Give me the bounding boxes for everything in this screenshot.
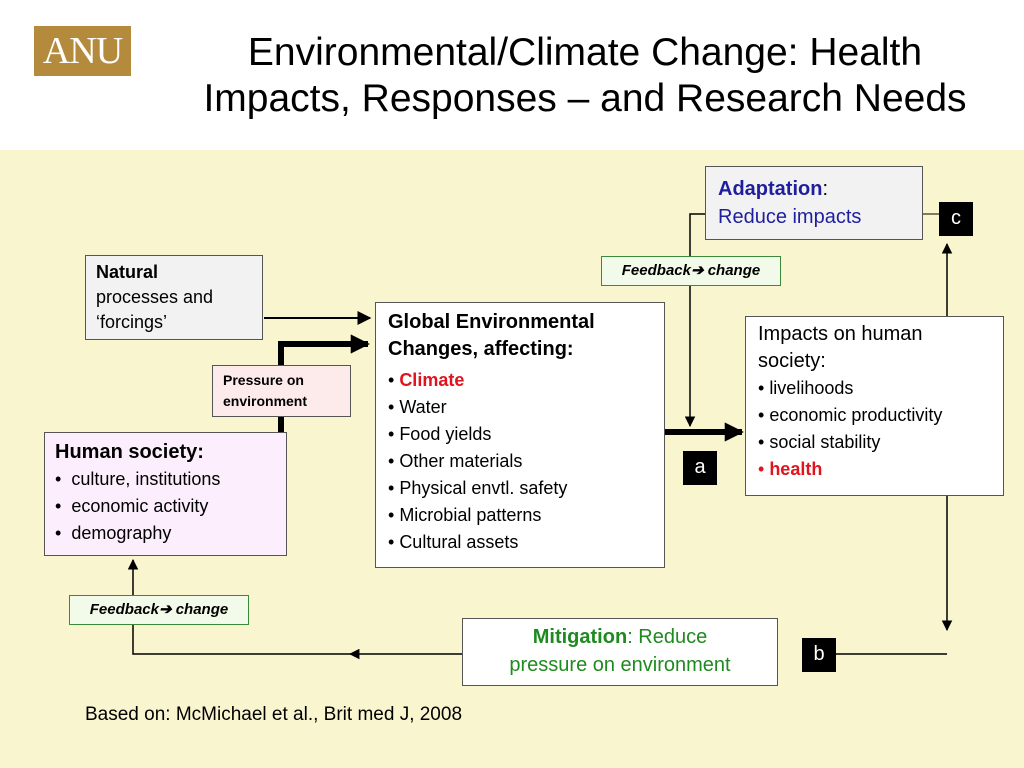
- list-item: • Climate: [388, 370, 465, 390]
- natural-processes-box: Natural processes and ‘forcings’: [85, 255, 263, 340]
- list-item: • demography: [55, 523, 172, 543]
- anu-logo: ANU: [34, 26, 131, 76]
- adaptation-line-2: Reduce impacts: [718, 206, 862, 228]
- arrow-adaptation-feedback: [684, 213, 705, 428]
- arrow-feedback-to-human: [127, 558, 352, 655]
- natural-title: Natural: [96, 262, 159, 282]
- adaptation-title: Adaptation: [718, 178, 823, 200]
- title-line-1: Environmental/Climate Change: Health: [247, 31, 923, 74]
- list-item: • economic productivity: [758, 405, 943, 425]
- impacts-title-2: society:: [758, 350, 826, 372]
- global-changes-title-1: Global Environmental: [388, 311, 595, 333]
- list-item: • Cultural assets: [388, 532, 519, 552]
- list-item: • Physical envtl. safety: [388, 478, 568, 498]
- human-society-list: • culture, institutions • economic activ…: [55, 466, 276, 547]
- tag-b: b: [802, 638, 836, 672]
- global-changes-title-2: Changes, affecting:: [388, 338, 574, 360]
- mitigation-line-1: Mitigation: Reduce: [532, 626, 708, 648]
- citation-footer: Based on: McMichael et al., Brit med J, …: [85, 704, 463, 725]
- feedback-label-bottom: Feedback➔ change: [69, 595, 249, 625]
- mitigation-title: Mitigation: [532, 626, 628, 648]
- natural-line-3: ‘forcings’: [96, 312, 168, 332]
- global-changes-list: • Climate • Water • Food yields • Other …: [388, 367, 652, 556]
- list-item: • health: [758, 459, 823, 479]
- pressure-box: Pressure on environment: [212, 365, 351, 417]
- tag-c: c: [939, 202, 973, 236]
- list-item: • Food yields: [388, 424, 492, 444]
- slide-title: Environmental/Climate Change: Health Imp…: [150, 30, 1020, 122]
- human-society-box: Human society: • culture, institutions •…: [44, 432, 287, 556]
- impacts-box: Impacts on human society: • livelihoods …: [745, 316, 1004, 496]
- adaptation-box: Adaptation: Reduce impacts: [705, 166, 923, 240]
- feedback-label-top: Feedback➔ change: [601, 256, 781, 286]
- list-item: • social stability: [758, 432, 881, 452]
- impacts-title-1: Impacts on human: [758, 323, 923, 345]
- mitigation-box: Mitigation: Reduce pressure on environme…: [462, 618, 778, 686]
- global-changes-box: Global Environmental Changes, affecting:…: [375, 302, 665, 568]
- human-society-title: Human society:: [55, 441, 204, 463]
- list-item: • Microbial patterns: [388, 505, 542, 525]
- list-item: • economic activity: [55, 496, 209, 516]
- title-line-2: Impacts, Responses – and Research Needs: [203, 77, 967, 120]
- list-item: • Other materials: [388, 451, 523, 471]
- pressure-line-2: environment: [223, 393, 308, 409]
- tag-a: a: [683, 451, 717, 485]
- impacts-list: • livelihoods • economic productivity • …: [758, 375, 991, 483]
- list-item: • culture, institutions: [55, 469, 221, 489]
- adaptation-line-1: Adaptation:: [718, 178, 828, 200]
- pressure-line-1: Pressure on: [223, 372, 304, 388]
- mitigation-line-2: pressure on environment: [509, 654, 731, 676]
- list-item: • Water: [388, 397, 447, 417]
- natural-line-2: processes and: [96, 287, 214, 307]
- list-item: • livelihoods: [758, 378, 854, 398]
